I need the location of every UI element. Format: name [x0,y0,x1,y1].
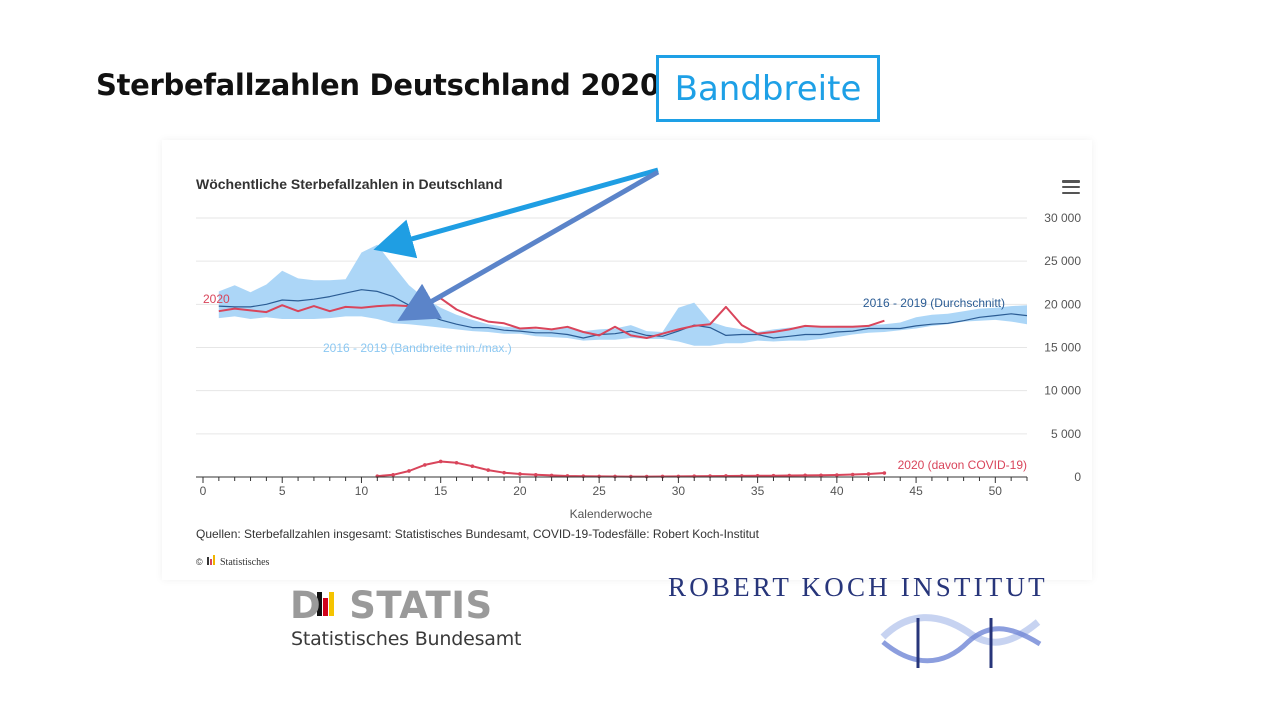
x-tick-label: 5 [279,484,286,498]
credit: © Statistisches [196,555,270,568]
destatis-wordmark: D STATIS [290,584,493,627]
label-2020: 2020 [203,292,230,306]
series-labels: 2020 2016 - 2019 (Durchschnitt) 2016 - 2… [203,292,1027,472]
covid-point [438,459,443,464]
covid-point [835,473,839,477]
chart-panel [162,140,1092,580]
chart-title: Wöchentliche Sterbefallzahlen in Deutsch… [196,176,503,192]
covid-point [470,464,475,469]
credit-bar-2 [210,559,212,565]
arrow-to-band-low [397,169,660,321]
covid-point [502,470,506,475]
covid-point [518,472,522,476]
y-tick-label: 30 000 [1044,211,1081,225]
covid-point [803,473,807,478]
covid-point [423,463,427,467]
x-tick-label: 35 [751,484,765,498]
credit-bar-3 [213,555,215,565]
lines-layer [218,289,1028,479]
covid-point [819,473,823,478]
x-tick-label: 45 [909,484,923,498]
x-tick-label: 15 [434,484,448,498]
source-note: Quellen: Sterbefallzahlen insgesamt: Sta… [196,527,760,541]
destatis-logo: D STATIS Statistisches Bundesamt [290,586,530,656]
x-tick-label: 40 [830,484,844,498]
credit-bar-1 [207,557,209,565]
covid-point [454,460,459,465]
series-line-2 [377,460,885,478]
covid-point [407,469,411,473]
x-tick-label: 50 [989,484,1003,498]
grid-lines: 0 5 000 10 000 15 000 20 000 25 000 30 000 [196,211,1081,484]
covid-point [882,471,887,475]
covid-point [549,473,554,478]
x-tick-label: 30 [672,484,686,498]
covid-point [391,473,395,477]
label-covid: 2020 (davon COVID-19) [898,458,1027,472]
x-tick-label: 0 [200,484,207,498]
bandbreite-badge: Bandbreite [656,55,880,122]
credit-text: Statistisches [220,557,270,568]
x-tick-label: 10 [355,484,369,498]
series-line-1 [218,297,885,339]
slide-title: Sterbefallzahlen Deutschland 2020 [96,68,660,102]
destatis-flag-icon [317,592,334,616]
label-average: 2016 - 2019 (Durchschnitt) [863,296,1005,310]
covid-point [866,472,871,476]
series-line-0 [218,289,1028,339]
y-tick-label: 10 000 [1044,384,1081,398]
x-axis-label: Kalenderwoche [570,507,653,521]
rki-wordmark: ROBERT KOCH INSTITUT [668,572,1048,602]
covid-point [486,468,491,472]
x-axis: 0 5 10 15 20 25 30 35 40 45 50 [196,476,1028,498]
rki-logo: ROBERT KOCH INSTITUT [668,572,1068,682]
label-band: 2016 - 2019 (Bandbreite min./max.) [323,341,512,355]
y-tick-label: 25 000 [1044,254,1081,268]
rki-helix-icon [880,614,1042,668]
chart-menu-icon[interactable] [1062,180,1080,194]
x-tick-label: 20 [513,484,527,498]
y-tick-label: 5 000 [1051,427,1081,441]
arrow-to-band-peak [373,167,659,259]
copyright-sign: © [196,557,203,567]
y-tick-label: 15 000 [1044,341,1081,355]
x-tick-label: 25 [592,484,606,498]
covid-point [850,472,855,477]
destatis-subtitle: Statistisches Bundesamt [291,628,522,650]
covid-point [533,473,538,477]
y-tick-label: 20 000 [1044,297,1081,311]
y-tick-label: 0 [1074,470,1081,484]
covid-point [787,473,792,478]
